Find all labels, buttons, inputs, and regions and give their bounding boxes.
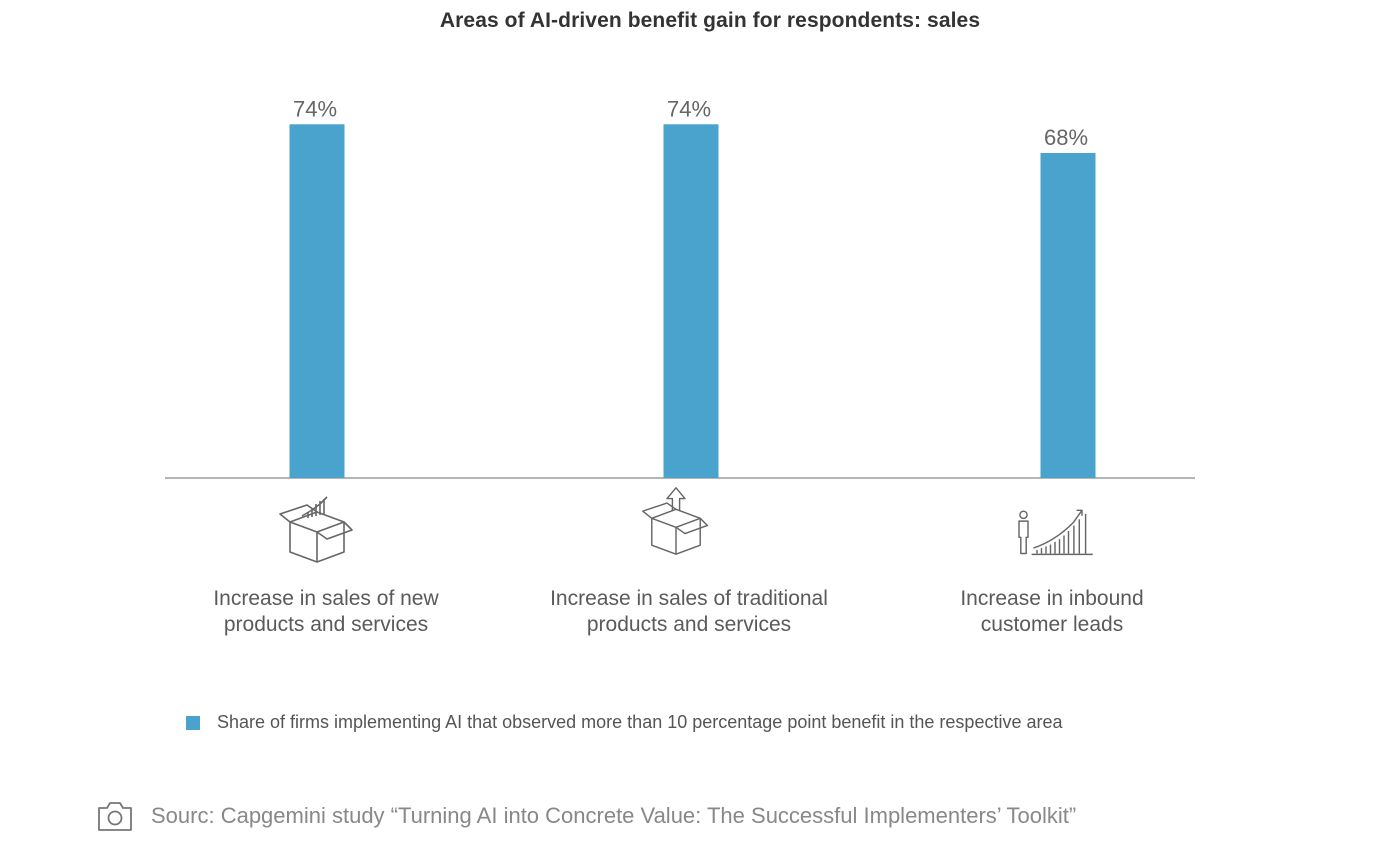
legend-swatch xyxy=(186,715,200,730)
bar-2 xyxy=(663,124,719,478)
data-label-1: 74% xyxy=(293,96,337,121)
box-with-up-arrow-icon xyxy=(642,487,709,555)
chart-title: Areas of AI-driven benefit gain for resp… xyxy=(439,9,981,32)
category-label-3: Increase in inbound customer leads xyxy=(892,586,1212,638)
category-label-1: Increase in sales of new products and se… xyxy=(166,586,486,638)
source-caption: Sourc: Capgemini study “Turning AI into … xyxy=(97,800,1076,832)
bar-3 xyxy=(1040,152,1096,478)
legend: Share of firms implementing AI that obse… xyxy=(186,712,1063,733)
bar-1 xyxy=(289,124,345,478)
category-label-3-line-2: customer leads xyxy=(980,613,1124,636)
data-label-2: 74% xyxy=(667,96,711,121)
category-label-3-line-1: Increase in inbound xyxy=(960,587,1144,610)
camera-icon xyxy=(98,802,132,831)
data-label-3: 68% xyxy=(1044,125,1088,150)
person-with-growth-chart-icon xyxy=(1018,509,1093,556)
box-with-rising-chart-icon xyxy=(279,496,353,563)
category-label-2-line-1: Increase in sales of traditional xyxy=(550,587,828,610)
category-label-2-line-2: products and services xyxy=(586,613,792,636)
category-label-1-line-1: Increase in sales of new xyxy=(213,587,439,610)
category-label-2: Increase in sales of traditional product… xyxy=(529,586,849,638)
source-text: Sourc: Capgemini study “Turning AI into … xyxy=(151,803,1077,828)
legend-label: Share of firms implementing AI that obse… xyxy=(217,712,1063,732)
category-label-1-line-2: products and services xyxy=(223,613,429,636)
